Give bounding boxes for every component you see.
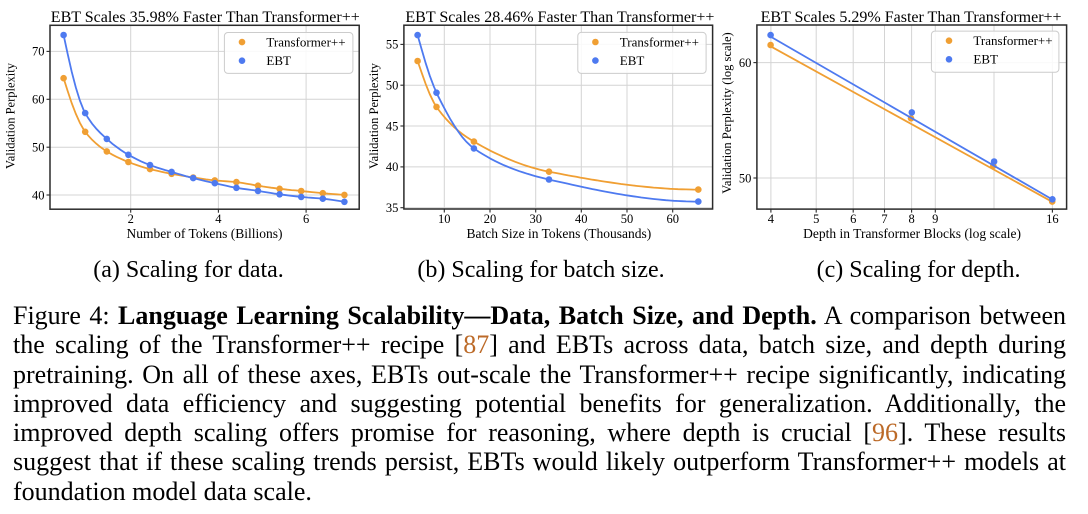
svg-text:Validation Perplexity: Validation Perplexity [4, 62, 18, 169]
svg-text:20: 20 [484, 212, 497, 226]
svg-text:EBT Scales 5.29% Faster Than T: EBT Scales 5.29% Faster Than Transformer… [761, 9, 1062, 26]
svg-text:EBT: EBT [266, 53, 291, 68]
svg-text:40: 40 [575, 212, 588, 226]
svg-text:40: 40 [32, 188, 45, 202]
svg-text:45: 45 [386, 119, 399, 133]
svg-text:Transformer++: Transformer++ [973, 33, 1052, 48]
svg-text:Depth in Transformer Blocks (l: Depth in Transformer Blocks (log scale) [803, 226, 1021, 241]
svg-text:35: 35 [386, 201, 399, 215]
svg-text:8: 8 [908, 212, 914, 226]
svg-text:30: 30 [529, 212, 542, 226]
svg-text:9: 9 [932, 212, 938, 226]
svg-text:Validation Perplexity (log sca: Validation Perplexity (log scale) [720, 32, 734, 193]
svg-text:7: 7 [881, 212, 887, 226]
svg-text:Transformer++: Transformer++ [266, 35, 345, 50]
svg-text:EBT Scales 35.98% Faster Than: EBT Scales 35.98% Faster Than Transforme… [51, 9, 360, 26]
svg-text:40: 40 [386, 160, 399, 174]
svg-text:60: 60 [666, 212, 679, 226]
svg-text:50: 50 [32, 141, 45, 155]
svg-text:EBT: EBT [973, 52, 998, 67]
svg-text:6: 6 [303, 212, 309, 226]
svg-text:70: 70 [32, 45, 45, 59]
svg-text:4: 4 [215, 212, 222, 226]
svg-text:2: 2 [128, 212, 134, 226]
svg-text:60: 60 [739, 56, 752, 70]
svg-text:55: 55 [386, 38, 399, 52]
svg-text:Validation Perplexity: Validation Perplexity [367, 62, 381, 169]
svg-text:50: 50 [621, 212, 634, 226]
svg-text:5: 5 [813, 212, 819, 226]
svg-text:16: 16 [1046, 212, 1059, 226]
svg-text:50: 50 [739, 171, 752, 185]
svg-text:6: 6 [850, 212, 856, 226]
svg-text:Number of Tokens (Billions): Number of Tokens (Billions) [127, 226, 283, 241]
svg-text:EBT: EBT [620, 53, 645, 68]
svg-text:4: 4 [768, 212, 775, 226]
svg-text:EBT Scales 28.46% Faster Than: EBT Scales 28.46% Faster Than Transforme… [405, 9, 714, 26]
svg-text:10: 10 [438, 212, 451, 226]
svg-text:Transformer++: Transformer++ [620, 34, 699, 49]
svg-text:60: 60 [32, 93, 45, 107]
svg-text:50: 50 [386, 79, 399, 93]
svg-text:Batch Size in Tokens (Thousand: Batch Size in Tokens (Thousands) [467, 226, 652, 241]
